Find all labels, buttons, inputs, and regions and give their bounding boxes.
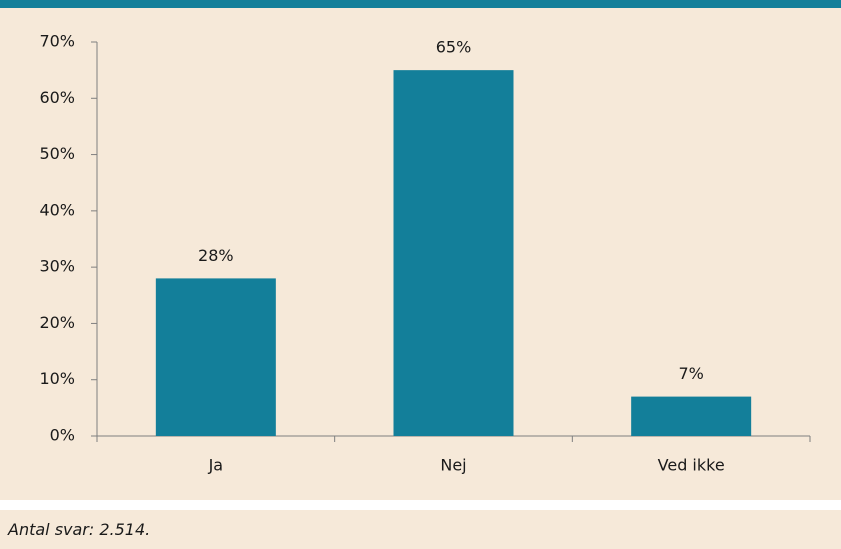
x-tick-label: Ved ikke [658,456,725,475]
y-tick-label: 20% [39,313,75,332]
y-tick-label: 50% [39,144,75,163]
chart: 0% 10% 20% 30% 40% 50% 60% 70% Ja 28% Nej 65% Ved ik… [0,0,841,500]
data-label: 65% [436,38,472,57]
bar [393,70,514,437]
y-tick-label: 30% [39,257,75,276]
bar [631,396,752,436]
top-band [0,0,841,8]
y-tick-label: 0% [50,426,75,445]
y-tick-label: 40% [39,200,75,219]
data-label: 28% [198,246,234,265]
bar [155,278,276,436]
footnote: Antal svar: 2.514. [0,510,841,549]
x-tick-label: Nej [440,456,466,475]
y-tick-label: 60% [39,88,75,107]
data-label: 7% [678,364,703,383]
x-tick-label: Ja [208,456,224,475]
y-tick-label: 70% [39,32,75,51]
y-tick-label: 10% [39,369,75,388]
